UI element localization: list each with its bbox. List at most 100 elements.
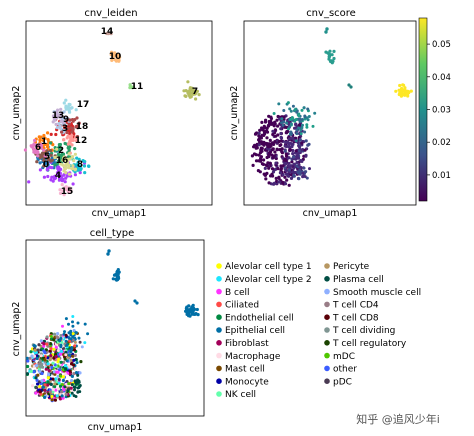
cell-point bbox=[73, 152, 77, 156]
cell-point bbox=[58, 126, 63, 130]
legend-marker bbox=[216, 301, 222, 308]
cell-point bbox=[327, 52, 331, 56]
cell-point bbox=[267, 155, 271, 159]
scatter-points bbox=[25, 249, 200, 403]
cell-point bbox=[406, 89, 410, 93]
cell-point bbox=[38, 390, 42, 394]
cell-point bbox=[74, 163, 79, 167]
cell-point bbox=[266, 145, 270, 149]
cell-point bbox=[73, 388, 76, 392]
cell-point bbox=[258, 159, 262, 163]
cell-point bbox=[35, 356, 39, 361]
cell-point bbox=[59, 350, 64, 354]
cluster-label: 12 bbox=[75, 136, 88, 146]
cell-point bbox=[297, 163, 301, 167]
cluster-label: 18 bbox=[76, 122, 89, 132]
cell-point bbox=[77, 336, 81, 340]
cell-point bbox=[34, 386, 39, 390]
cell-point bbox=[298, 123, 302, 127]
cell-point bbox=[106, 31, 110, 36]
cell-point bbox=[49, 334, 53, 338]
cell-point bbox=[43, 395, 47, 399]
cell-point bbox=[267, 166, 271, 170]
cell-point bbox=[46, 376, 51, 380]
colorbar-tick-label: 0.01 bbox=[432, 171, 451, 181]
cell-point bbox=[60, 340, 64, 344]
cell-point bbox=[302, 166, 306, 170]
cell-point bbox=[267, 147, 272, 152]
cell-point bbox=[300, 118, 304, 121]
cell-point bbox=[267, 142, 271, 146]
cell-point bbox=[62, 124, 66, 128]
scatter-points bbox=[23, 31, 201, 197]
cell-point bbox=[54, 355, 58, 359]
cell-point bbox=[262, 140, 266, 144]
cell-point bbox=[110, 50, 114, 54]
cell-point bbox=[257, 131, 261, 135]
cell-point bbox=[42, 158, 46, 162]
cell-point bbox=[67, 109, 71, 113]
cell-point bbox=[69, 337, 73, 341]
cell-point bbox=[58, 339, 62, 343]
legend-label: T cell CD4 bbox=[332, 301, 379, 311]
cell-point bbox=[44, 348, 48, 352]
cell-point bbox=[263, 132, 267, 136]
cell-point bbox=[30, 384, 35, 388]
cell-point bbox=[305, 176, 309, 180]
cell-point bbox=[282, 120, 286, 124]
cluster-label: 2 bbox=[58, 146, 64, 156]
cell-point bbox=[49, 141, 53, 145]
cell-point bbox=[56, 165, 60, 169]
cell-point bbox=[38, 156, 42, 160]
cell-point bbox=[75, 361, 79, 365]
cell-point bbox=[53, 385, 57, 389]
legend-label: Macrophage bbox=[225, 352, 281, 362]
cell-point bbox=[303, 148, 307, 152]
cell-point bbox=[328, 49, 332, 53]
cell-point bbox=[73, 379, 77, 383]
cell-point bbox=[78, 171, 82, 175]
legend-marker bbox=[216, 327, 222, 333]
cell-point bbox=[50, 365, 54, 369]
cell-point bbox=[35, 143, 39, 147]
cell-point bbox=[39, 392, 43, 396]
cell-point bbox=[267, 181, 271, 185]
legend-marker bbox=[216, 352, 222, 359]
cell-point bbox=[43, 142, 47, 146]
cell-point bbox=[290, 144, 294, 149]
cell-point bbox=[292, 155, 296, 159]
cell-point bbox=[289, 122, 293, 126]
cell-point bbox=[190, 86, 194, 90]
cell-point bbox=[273, 122, 277, 126]
x-axis-label: cnv_umap1 bbox=[88, 422, 143, 433]
cell-point bbox=[283, 144, 287, 148]
cell-point bbox=[72, 358, 76, 362]
cell-point bbox=[327, 55, 331, 59]
cell-point bbox=[256, 169, 260, 173]
cell-point bbox=[70, 389, 74, 393]
cell-point bbox=[39, 146, 44, 150]
legend-label: Fibroblast bbox=[225, 339, 269, 349]
cell-point bbox=[403, 89, 407, 93]
cell-point bbox=[402, 93, 406, 97]
cell-point bbox=[260, 162, 264, 166]
legend-label: Plasma cell bbox=[333, 275, 384, 285]
cell-point bbox=[268, 138, 272, 142]
cell-point bbox=[258, 140, 262, 144]
cell-point bbox=[197, 93, 201, 97]
cell-point bbox=[56, 349, 60, 352]
cell-point bbox=[51, 114, 56, 118]
cell-point bbox=[76, 373, 80, 377]
panel-cnv-score: cnv_score cnv_umap1 cnv_umap2 0.010.020.… bbox=[229, 8, 451, 219]
legend-marker bbox=[324, 327, 330, 333]
cell-point bbox=[42, 344, 46, 348]
cell-point bbox=[258, 128, 262, 132]
cell-point bbox=[70, 346, 74, 349]
cell-point bbox=[269, 116, 273, 121]
cell-point bbox=[56, 108, 60, 112]
cell-point bbox=[78, 168, 83, 172]
cell-point bbox=[116, 268, 120, 272]
cell-point bbox=[265, 164, 269, 168]
cell-point bbox=[59, 352, 63, 356]
cell-point bbox=[349, 85, 353, 89]
